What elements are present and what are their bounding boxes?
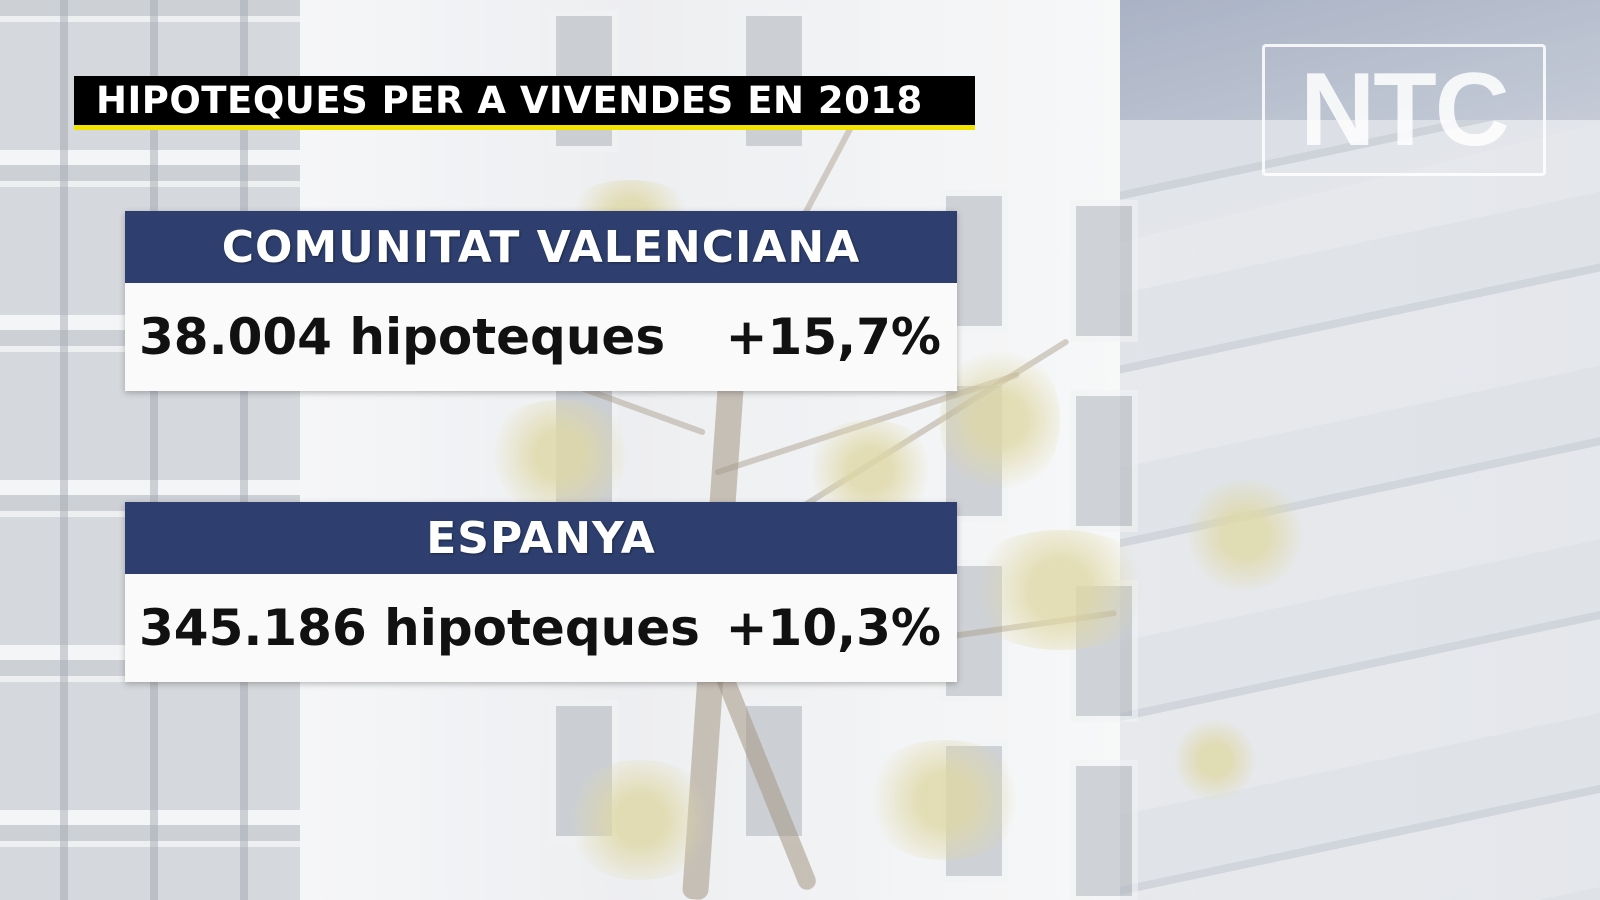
region-stats: 345.186 hipoteques +10,3% [125,574,957,682]
region-header: COMUNITAT VALENCIANA [125,211,957,283]
region-panel-spain: ESPANYA 345.186 hipoteques +10,3% [125,502,957,682]
change-percent: +10,3% [725,599,941,657]
change-percent: +15,7% [725,308,941,366]
channel-logo: NTC [1262,44,1546,176]
graphic-title: HIPOTEQUES PER A VIVENDES EN 2018 [96,79,923,122]
region-header: ESPANYA [125,502,957,574]
title-bar: HIPOTEQUES PER A VIVENDES EN 2018 [74,76,975,130]
mortgage-count: 345.186 hipoteques [139,599,700,657]
mortgage-count: 38.004 hipoteques [139,308,666,366]
building-left [0,0,300,900]
region-panel-valencia: COMUNITAT VALENCIANA 38.004 hipoteques +… [125,211,957,391]
region-stats: 38.004 hipoteques +15,7% [125,283,957,391]
logo-text: NTC [1300,51,1510,168]
